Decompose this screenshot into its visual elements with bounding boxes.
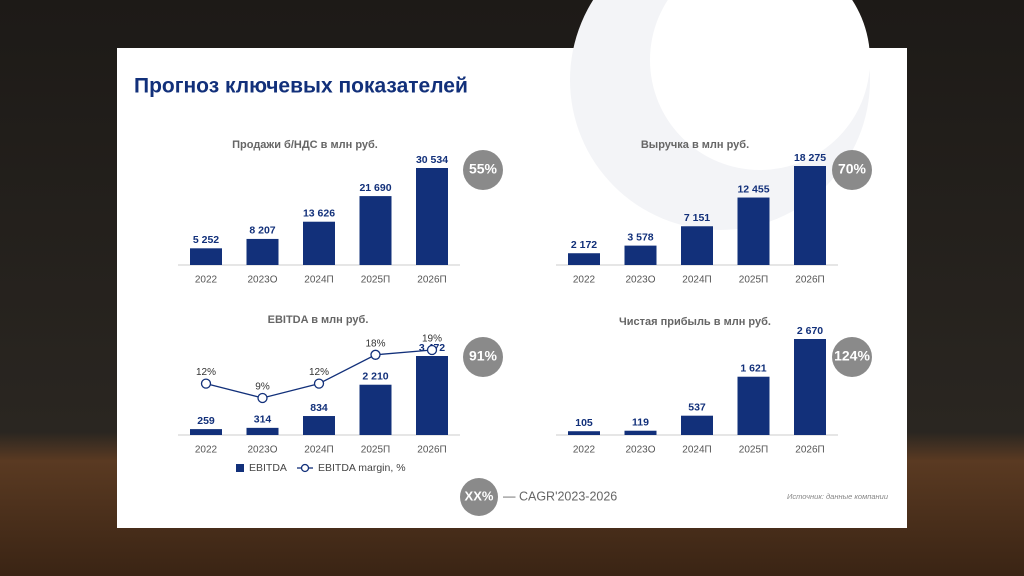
value-label: 30 534 (416, 154, 448, 166)
legend-marker (300, 463, 310, 473)
value-label: 259 (197, 415, 215, 427)
value-label: 2 210 (362, 370, 388, 382)
value-label: 119 (632, 417, 649, 429)
value-label: 105 (575, 417, 593, 429)
value-label: 1 621 (740, 362, 766, 374)
x-tick-label: 2024П (304, 275, 333, 286)
margin-point (313, 378, 325, 389)
bar (246, 238, 279, 265)
value-label: 12 455 (737, 183, 769, 195)
bar (246, 427, 279, 435)
x-tick-label: 2025П (739, 275, 768, 286)
cagr-label: 55% (469, 161, 498, 177)
value-label: 537 (688, 401, 706, 413)
value-label: 5 252 (193, 234, 219, 246)
x-tick-label: 2025П (361, 445, 390, 456)
source: Источник: данные компании (787, 492, 889, 501)
bar (794, 339, 826, 435)
x-tick-label: 2022 (195, 275, 218, 286)
bar (737, 197, 770, 265)
bar (737, 376, 770, 435)
bar (359, 384, 392, 435)
x-tick-label: 2022 (195, 445, 218, 456)
chart-title: Продажи б/НДС в млн руб. (232, 139, 378, 151)
value-label: 2 670 (797, 325, 823, 337)
x-tick-label: 2024П (682, 275, 711, 286)
margin-point (426, 344, 438, 356)
cagr-label: 91% (469, 348, 498, 364)
value-label: 834 (310, 402, 328, 414)
cagr-note: — CAGR'2023-2026 (503, 489, 617, 503)
x-tick-label: 2023О (247, 445, 277, 456)
x-tick-label: 2026П (417, 445, 446, 456)
x-tick-label: 2023О (625, 445, 655, 456)
bar (624, 245, 657, 265)
badge (460, 478, 498, 516)
cagr-badge (463, 150, 503, 190)
cagr-badge (832, 337, 872, 377)
margin-point (257, 392, 268, 404)
chart-title: Выручка в млн руб. (641, 139, 749, 151)
decoration (650, 0, 870, 170)
bar (190, 248, 222, 265)
value-label: 13 626 (303, 207, 335, 219)
bar (303, 221, 335, 265)
cagr-label: 124% (834, 348, 870, 364)
value-label: 7 151 (684, 212, 710, 224)
bar (568, 253, 600, 265)
margin-label: 19% (422, 334, 442, 345)
margin-label: 12% (196, 367, 216, 378)
bar (359, 196, 392, 265)
value-label: 3 578 (627, 231, 653, 243)
chart-title: EBITDA в млн руб. (268, 314, 369, 326)
x-tick-label: 2024П (682, 445, 711, 456)
margin-label: 9% (255, 382, 270, 393)
x-tick-label: 2023О (625, 275, 655, 286)
value-label: 18 275 (794, 152, 826, 164)
x-tick-label: 2026П (795, 275, 824, 286)
bar (416, 356, 448, 435)
cagr-label: 70% (838, 161, 867, 177)
chart-title: Чистая прибыль в млн руб. (619, 316, 771, 328)
x-tick-label: 2022 (573, 445, 596, 456)
x-tick-label: 2025П (739, 445, 768, 456)
legend-label: EBITDA (249, 462, 287, 474)
x-tick-label: 2024П (304, 445, 333, 456)
value-label: 2 172 (571, 239, 597, 251)
legend-swatch (236, 464, 244, 472)
margin-point (200, 378, 212, 389)
x-tick-label: 2025П (361, 275, 390, 286)
bar (568, 431, 600, 435)
slide-title: Прогноз ключевых показателей (134, 75, 468, 98)
value-label: 314 (254, 414, 272, 426)
bar (190, 429, 222, 435)
bar (681, 415, 713, 435)
bar (794, 166, 826, 265)
bar (624, 430, 657, 435)
x-tick-label: 2026П (417, 275, 446, 286)
cagr-badge (463, 337, 503, 377)
x-tick-label: 2026П (795, 445, 824, 456)
margin-label: 18% (365, 338, 385, 349)
margin-point (370, 349, 381, 360)
legend-label: EBITDA margin, % (318, 462, 406, 474)
bar (681, 226, 713, 265)
margin-label: 12% (309, 367, 329, 378)
cagr-badge (832, 150, 872, 190)
bar (303, 416, 335, 435)
value-label: 8 207 (249, 225, 275, 237)
value-label: 21 690 (359, 182, 391, 194)
x-tick-label: 2022 (573, 275, 596, 286)
x-tick-label: 2023О (247, 275, 277, 286)
badge-text: XX% (465, 488, 494, 503)
bar (416, 168, 448, 265)
